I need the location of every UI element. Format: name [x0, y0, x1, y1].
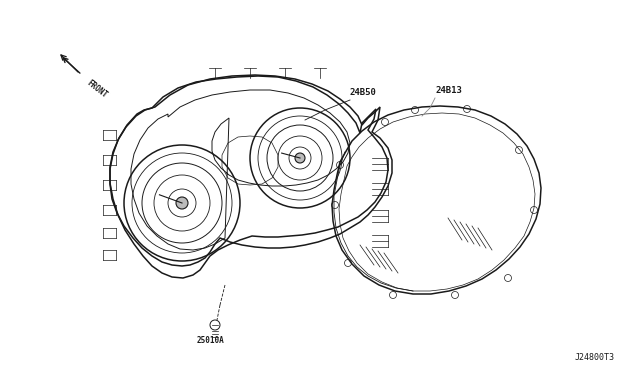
Text: FRONT: FRONT	[85, 78, 109, 99]
Text: J24800T3: J24800T3	[575, 353, 615, 362]
Text: 25010A: 25010A	[197, 336, 225, 345]
Text: 24B50: 24B50	[350, 88, 377, 97]
Circle shape	[176, 197, 188, 209]
Text: 24B13: 24B13	[435, 86, 462, 95]
Circle shape	[295, 153, 305, 163]
